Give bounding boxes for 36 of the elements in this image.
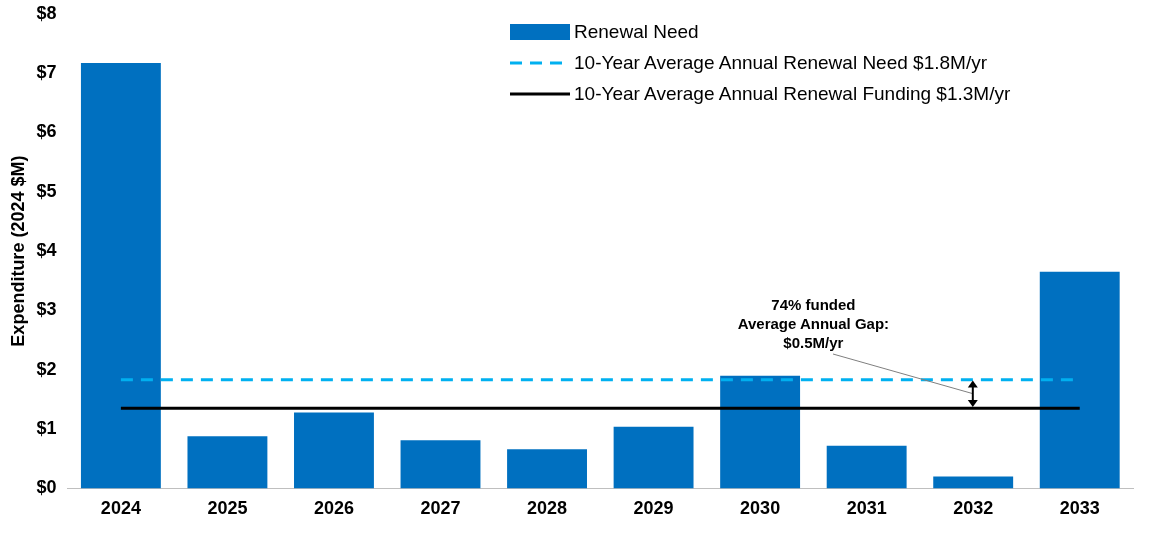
bar [400,440,481,489]
x-tick-label: 2029 [633,498,674,519]
y-tick-label: $6 [36,121,57,142]
legend-label: 10-Year Average Annual Renewal Funding $1.3M/yr [574,82,1011,106]
bar [187,436,268,489]
bar [826,445,907,489]
y-tick-label: $2 [36,358,57,379]
bar [507,449,587,489]
x-tick-label: 2030 [740,498,781,519]
x-tick-label: 2032 [953,498,994,519]
x-tick-label: 2033 [1059,498,1100,519]
x-tick-label: 2026 [313,498,354,519]
bar [613,426,694,489]
legend-label: Renewal Need [574,20,699,44]
bar [80,63,161,489]
y-tick-label: $3 [36,299,57,320]
annotation: Average Annual Gap: [737,315,890,333]
bar [294,412,374,489]
bar [720,375,801,489]
legend-label: 10-Year Average Annual Renewal Need $1.8M/yr [574,51,987,75]
x-tick-label: 2031 [846,498,887,519]
x-tick-label: 2024 [100,498,141,519]
y-tick-label: $5 [36,180,57,201]
y-tick-label: $8 [36,2,57,23]
y-tick-label: $7 [36,62,57,83]
bar [933,476,1014,489]
y-tick-label: $4 [36,240,57,261]
x-tick-label: 2028 [527,498,568,519]
x-tick-label: 2025 [207,498,248,519]
x-tick-label: 2027 [420,498,461,519]
y-axis-title: Expenditure (2024 $M) [7,155,28,347]
y-tick-label: $1 [36,418,57,439]
annotation: $0.5M/yr [783,334,844,352]
y-tick-label: $0 [36,477,57,498]
annotation: 74% funded [771,296,856,314]
bar [1039,271,1120,489]
